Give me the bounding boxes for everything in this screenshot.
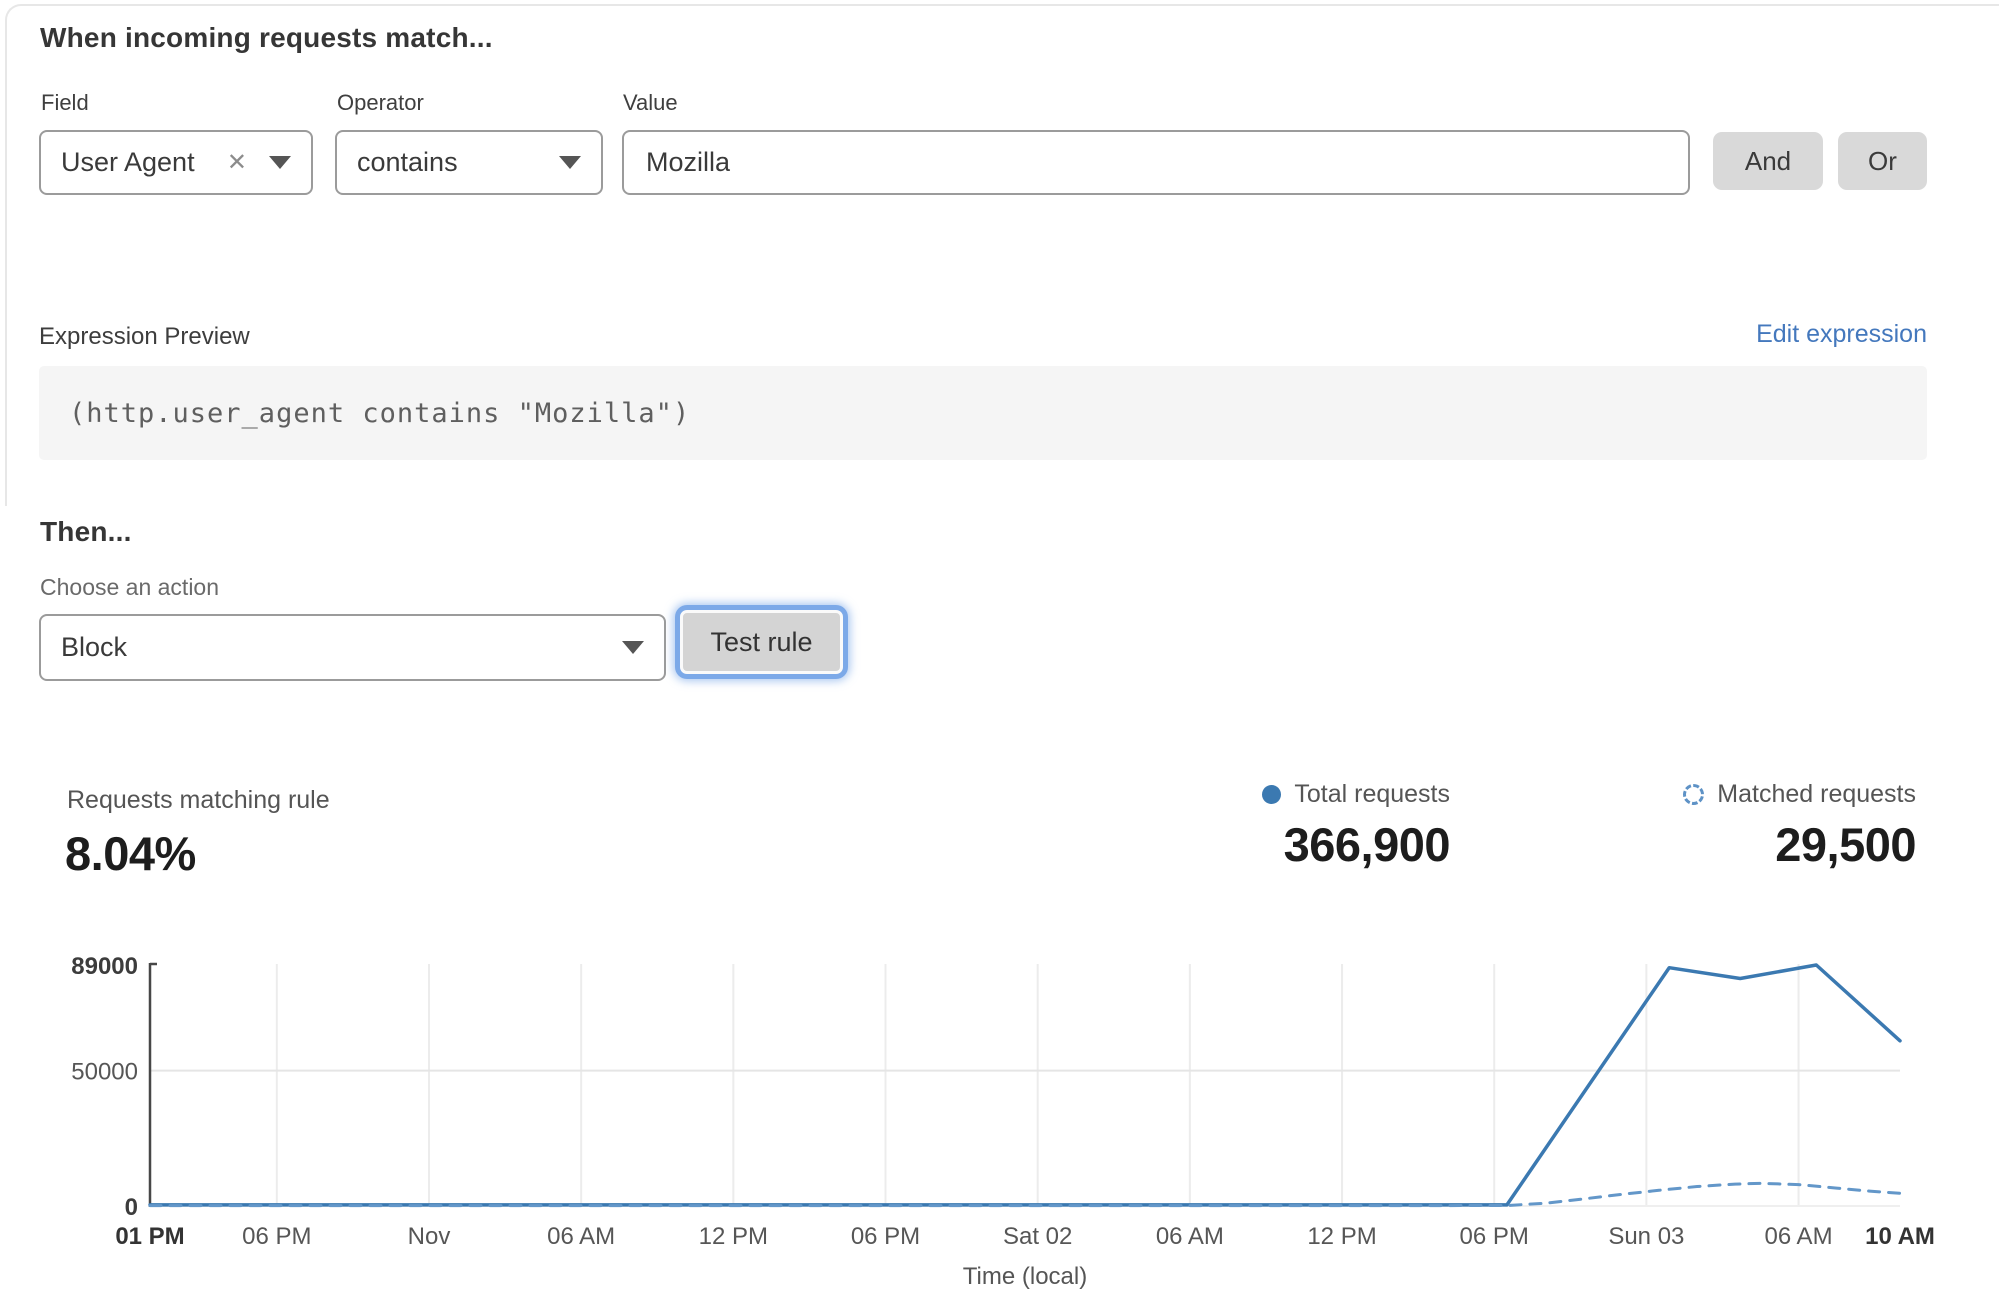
svg-text:01 PM: 01 PM bbox=[115, 1223, 184, 1250]
matched-requests-line bbox=[148, 1181, 1902, 1208]
chevron-down-icon bbox=[559, 156, 581, 169]
chart-x-axis-title: Time (local) bbox=[962, 1263, 1088, 1290]
svg-text:06 AM: 06 AM bbox=[1765, 1223, 1833, 1250]
clear-field-icon[interactable]: ✕ bbox=[226, 148, 247, 176]
chevron-down-icon bbox=[622, 641, 644, 654]
chart-axes bbox=[148, 962, 157, 1207]
operator-select[interactable]: contains bbox=[335, 130, 603, 195]
svg-text:06 PM: 06 PM bbox=[851, 1223, 920, 1250]
action-select[interactable]: Block bbox=[39, 614, 666, 681]
svg-text:50000: 50000 bbox=[71, 1059, 138, 1086]
or-button[interactable]: Or bbox=[1838, 132, 1927, 190]
total-requests-value: 366,900 bbox=[1283, 818, 1451, 871]
test-rule-button-label: Test rule bbox=[680, 610, 843, 674]
svg-text:12 PM: 12 PM bbox=[699, 1223, 768, 1250]
field-select[interactable]: User Agent ✕ bbox=[39, 130, 313, 195]
chart-gridlines bbox=[150, 964, 1900, 1207]
svg-text:06 PM: 06 PM bbox=[1460, 1223, 1529, 1250]
edit-expression-link[interactable]: Edit expression bbox=[1756, 320, 1927, 348]
action-select-value: Block bbox=[61, 632, 128, 662]
then-section-heading: Then... bbox=[40, 516, 132, 547]
svg-text:10 AM: 10 AM bbox=[1865, 1223, 1935, 1250]
svg-text:06 AM: 06 AM bbox=[547, 1223, 615, 1250]
matching-rule-label: Requests matching rule bbox=[67, 786, 330, 814]
matched-requests-label: Matched requests bbox=[1717, 780, 1916, 808]
svg-text:Sun 03: Sun 03 bbox=[1608, 1223, 1684, 1250]
expression-code-box: (http.user_agent contains "Mozilla") bbox=[39, 366, 1927, 460]
total-requests-stat: Total requests 366,900 bbox=[1262, 780, 1450, 872]
svg-text:06 PM: 06 PM bbox=[242, 1223, 311, 1250]
and-button[interactable]: And bbox=[1713, 132, 1823, 190]
matching-rule-value: 8.04% bbox=[65, 827, 196, 880]
svg-text:Nov: Nov bbox=[408, 1223, 451, 1250]
requests-chart: 0 50000 89000 01 PM 06 PM Nov 06 AM 12 PM 06 PM S… bbox=[60, 948, 1940, 1295]
chart-tick-labels: 0 50000 89000 01 PM 06 PM Nov 06 AM 12 PM 06 PM S… bbox=[71, 953, 1935, 1250]
chevron-down-icon bbox=[269, 156, 291, 169]
total-requests-legend-icon bbox=[1262, 785, 1282, 804]
matched-requests-stat: Matched requests 29,500 bbox=[1683, 780, 1916, 872]
total-requests-label: Total requests bbox=[1294, 780, 1450, 808]
choose-action-label: Choose an action bbox=[40, 574, 220, 600]
matched-requests-value: 29,500 bbox=[1775, 818, 1916, 871]
expression-preview-label: Expression Preview bbox=[39, 323, 250, 350]
svg-text:06 AM: 06 AM bbox=[1156, 1223, 1224, 1250]
chart-series bbox=[148, 963, 1902, 1208]
svg-text:89000: 89000 bbox=[71, 953, 138, 980]
value-input[interactable] bbox=[622, 130, 1690, 195]
svg-text:0: 0 bbox=[125, 1194, 138, 1221]
svg-text:12 PM: 12 PM bbox=[1307, 1223, 1376, 1250]
field-label: Field bbox=[41, 90, 89, 115]
value-label: Value bbox=[623, 90, 678, 115]
matched-requests-legend-icon bbox=[1683, 784, 1705, 805]
field-select-value: User Agent bbox=[61, 147, 195, 177]
requests-chart-svg: 0 50000 89000 01 PM 06 PM Nov 06 AM 12 PM 06 PM S… bbox=[71, 953, 1935, 1250]
operator-label: Operator bbox=[337, 90, 424, 115]
expression-code: (http.user_agent contains "Mozilla") bbox=[69, 397, 691, 429]
match-section-heading: When incoming requests match... bbox=[40, 22, 493, 53]
operator-select-value: contains bbox=[357, 147, 458, 177]
test-rule-button[interactable]: Test rule bbox=[675, 605, 848, 679]
svg-text:Sat 02: Sat 02 bbox=[1003, 1223, 1072, 1250]
total-requests-line bbox=[148, 963, 1902, 1207]
